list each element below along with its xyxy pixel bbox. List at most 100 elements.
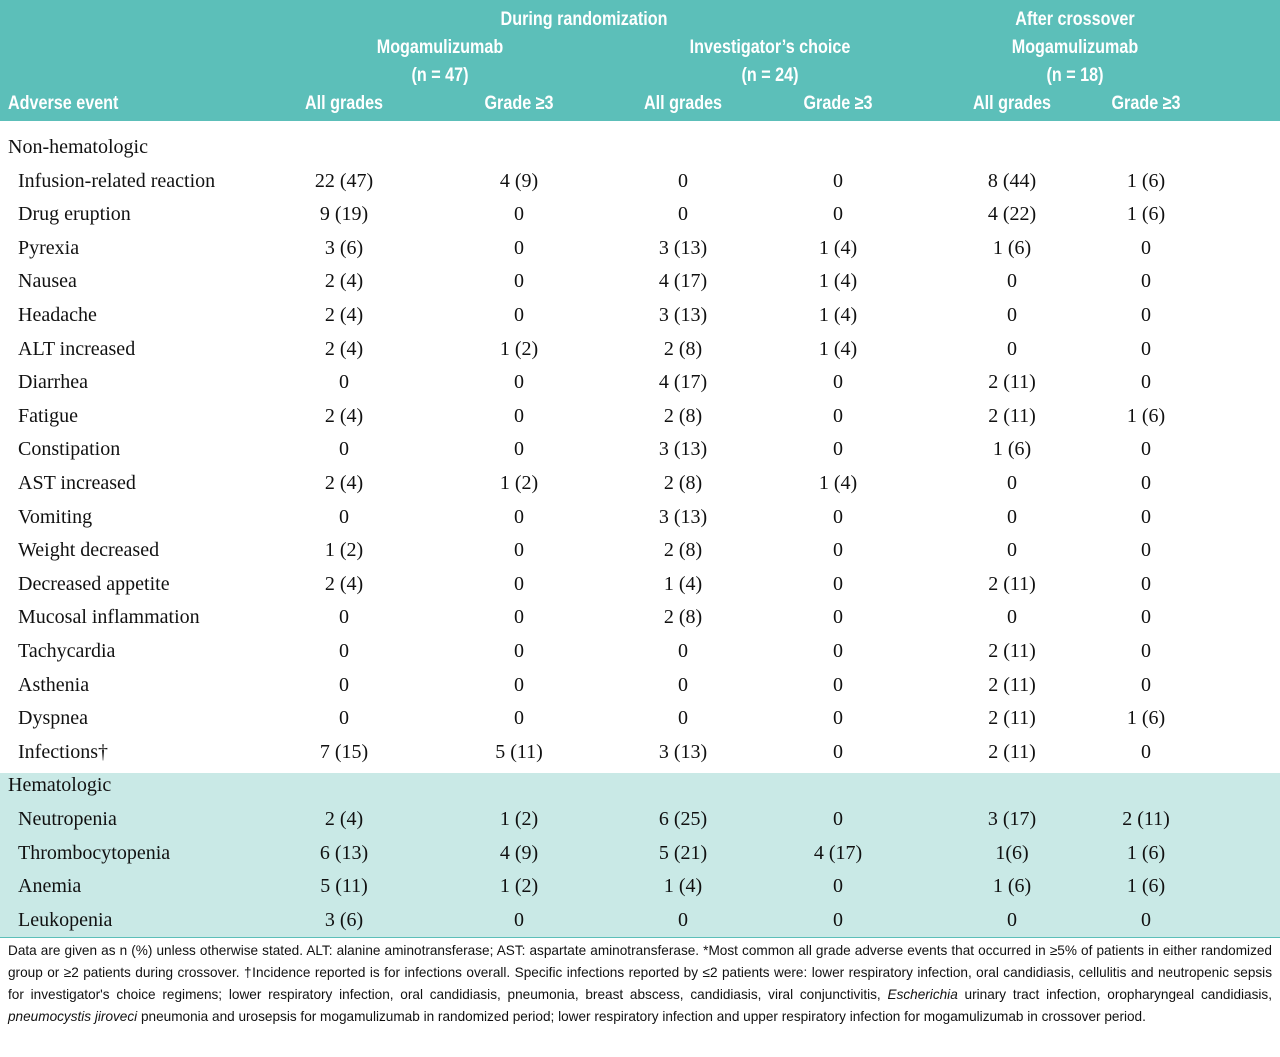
arm-name: Mogamulizumab — [1011, 37, 1139, 58]
cell: 0 — [1141, 908, 1151, 931]
cell: 4 (22) — [987, 203, 1037, 226]
cell: 7 (15) — [319, 740, 369, 763]
cell: 0 — [1007, 505, 1017, 528]
cell: 1 (2) — [499, 472, 539, 494]
cell: 0 — [339, 505, 349, 528]
cell: 0 — [1141, 572, 1151, 595]
arm-n: (n = 24) — [741, 65, 799, 86]
cell: 0 — [339, 673, 349, 696]
cell: 0 — [833, 169, 843, 192]
cell: 0 — [1141, 371, 1151, 394]
cell: 1 (4) — [818, 304, 858, 326]
cell: 1 (2) — [499, 808, 539, 830]
cell: 0 — [833, 707, 843, 730]
cell: 5 (21) — [658, 841, 708, 864]
cell: 1 (2) — [324, 539, 364, 562]
cell: 22 (47) — [314, 169, 374, 192]
cell: 0 — [833, 572, 843, 595]
cell: 0 — [1141, 673, 1151, 696]
cell: 0 — [678, 707, 688, 730]
cell: 1 (6) — [1126, 841, 1166, 864]
label-header: Adverse event — [8, 93, 119, 114]
cell: 1 (4) — [818, 270, 858, 293]
cell: 0 — [514, 438, 524, 461]
cell: 2 (8) — [663, 337, 703, 360]
cell: 0 — [1141, 472, 1151, 494]
cell: 0 — [1007, 270, 1017, 293]
cell: 0 — [1007, 304, 1017, 326]
cell: 2 (11) — [988, 371, 1036, 394]
cell: 0 — [1141, 606, 1151, 629]
cell: 1 (6) — [992, 875, 1032, 898]
cell: 0 — [1141, 740, 1151, 763]
cell: 0 — [833, 640, 843, 662]
row-label: Infusion-related reaction — [18, 169, 216, 192]
cell: 0 — [1141, 438, 1151, 461]
arm-name: Mogamulizumab — [376, 37, 504, 58]
cell: 0 — [339, 606, 349, 629]
cell: 0 — [1007, 908, 1017, 931]
cell: 5 (11) — [495, 740, 543, 763]
cell: 1 (2) — [499, 875, 539, 898]
cell: 1 (6) — [1126, 404, 1166, 427]
cell: 1 (4) — [663, 875, 703, 898]
cell: 0 — [1141, 270, 1151, 293]
group-title: After crossover — [1015, 9, 1135, 30]
cell: 0 — [1141, 337, 1151, 360]
cell: 0 — [833, 539, 843, 562]
cell: 1 (4) — [663, 572, 703, 595]
section-title: Non-hematologic — [8, 136, 148, 158]
row-label: Headache — [18, 304, 97, 326]
cell: 0 — [833, 438, 843, 461]
cell: 1 (6) — [1126, 169, 1166, 192]
cell: 2 (11) — [1122, 808, 1170, 830]
cell: 1 (6) — [1126, 203, 1166, 226]
row-label: Fatigue — [18, 404, 78, 427]
row-label: ALT increased — [18, 337, 136, 360]
cell: 2 (4) — [324, 270, 364, 293]
row-label: Constipation — [18, 438, 121, 461]
cell: 2 (11) — [988, 640, 1036, 662]
cell: 0 — [678, 908, 688, 931]
subcolumn-header: All grades — [304, 93, 384, 114]
cell: 0 — [514, 404, 524, 427]
cell: 0 — [339, 438, 349, 461]
cell: 0 — [514, 572, 524, 595]
cell: 0 — [514, 236, 524, 259]
cell: 0 — [514, 673, 524, 696]
cell: 9 (19) — [319, 203, 369, 226]
cell: 0 — [514, 270, 524, 293]
group-title: During randomization — [500, 9, 668, 30]
cell: 0 — [833, 404, 843, 427]
cell: 0 — [833, 908, 843, 931]
cell: 4 (17) — [658, 270, 708, 293]
cell: 1 (4) — [818, 472, 858, 494]
subcolumn-header: Grade ≥3 — [803, 93, 873, 114]
subcolumn-header: Grade ≥3 — [484, 93, 554, 114]
cell: 0 — [514, 304, 524, 326]
row-label: AST increased — [18, 472, 136, 494]
row-label: Dyspnea — [18, 707, 88, 730]
cell: 0 — [1141, 539, 1151, 562]
cell: 4 (9) — [499, 169, 539, 192]
row-label: Decreased appetite — [18, 572, 170, 595]
cell: 3 (13) — [658, 236, 708, 259]
cell: 0 — [514, 371, 524, 394]
arm-n: (n = 47) — [411, 65, 469, 86]
cell: 0 — [833, 203, 843, 226]
row-label: Diarrhea — [18, 371, 88, 394]
subcolumn-header: All grades — [643, 93, 723, 114]
cell: 2 (11) — [988, 673, 1036, 696]
cell: 0 — [339, 371, 349, 394]
cell: 6 (13) — [319, 841, 369, 864]
cell: 0 — [339, 707, 349, 730]
subcolumn-header: Grade ≥3 — [1111, 93, 1181, 114]
cell: 3 (6) — [324, 236, 364, 259]
cell: 3 (13) — [658, 740, 708, 763]
row-label: Vomiting — [18, 505, 93, 528]
row-label: Asthenia — [18, 673, 90, 696]
cell: 0 — [833, 371, 843, 394]
cell: 4 (17) — [658, 371, 708, 394]
arm-n: (n = 18) — [1046, 65, 1104, 86]
